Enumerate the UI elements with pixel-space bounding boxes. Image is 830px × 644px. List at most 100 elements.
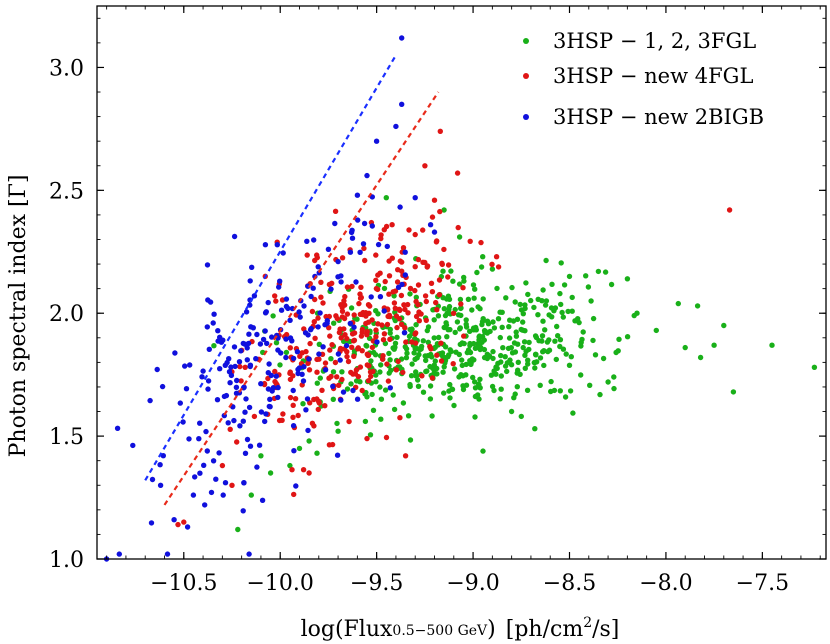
data-point [265, 370, 271, 376]
data-point [386, 312, 393, 318]
data-point [246, 551, 252, 557]
data-point [653, 327, 659, 334]
data-point [429, 375, 436, 381]
data-point [528, 297, 534, 304]
data-point [242, 341, 248, 347]
data-point [221, 393, 228, 400]
data-point [726, 207, 733, 213]
data-point [384, 361, 390, 367]
data-point [392, 340, 399, 346]
data-point [332, 220, 338, 227]
data-point [351, 324, 357, 330]
data-point [472, 379, 478, 385]
data-point [405, 413, 412, 419]
data-point [355, 373, 362, 380]
data-point [377, 369, 383, 375]
data-point [420, 389, 427, 395]
data-point [327, 333, 333, 339]
data-point [364, 172, 370, 179]
data-point [405, 310, 411, 316]
data-point [442, 312, 449, 319]
data-point [306, 367, 313, 373]
data-point [335, 428, 341, 434]
data-point [537, 382, 543, 388]
data-point [387, 357, 393, 363]
x-tick-label: −10.0 [247, 571, 314, 596]
data-point [258, 409, 265, 415]
data-point [364, 394, 370, 400]
data-point [342, 293, 348, 300]
data-point [192, 474, 198, 480]
data-point [468, 361, 474, 368]
data-point [433, 299, 439, 306]
data-point [358, 284, 364, 290]
data-point [595, 268, 602, 275]
data-point [262, 310, 269, 316]
data-point [311, 423, 317, 429]
data-point [386, 291, 392, 297]
data-point [394, 334, 400, 340]
data-point [305, 427, 311, 434]
data-point [205, 378, 212, 384]
data-point [467, 238, 473, 244]
data-point [368, 358, 374, 364]
data-point [515, 359, 521, 365]
data-point [478, 264, 485, 270]
data-point [495, 316, 502, 322]
data-point [374, 286, 381, 293]
data-point [393, 313, 400, 319]
data-point [373, 138, 380, 144]
data-point [373, 327, 379, 333]
data-point [451, 402, 457, 409]
data-point [283, 336, 289, 342]
legend-marker-red [523, 73, 529, 79]
data-point [349, 344, 355, 350]
data-point [346, 418, 352, 425]
data-point [316, 341, 322, 347]
data-point [320, 300, 326, 306]
data-point [236, 359, 243, 365]
data-point [422, 293, 429, 299]
data-point [369, 223, 375, 229]
data-point [457, 326, 463, 332]
data-point [470, 374, 476, 381]
data-point [359, 348, 365, 354]
data-point [290, 414, 296, 420]
data-point [572, 318, 578, 324]
data-point [220, 492, 226, 498]
data-point [262, 242, 269, 248]
data-point [495, 264, 502, 270]
data-point [373, 379, 379, 385]
data-point [438, 340, 444, 346]
data-point [437, 208, 443, 215]
data-point [304, 252, 310, 258]
data-point [295, 370, 301, 377]
data-point [238, 378, 244, 384]
data-point [237, 363, 243, 370]
data-point [401, 330, 408, 336]
data-point [311, 237, 317, 243]
data-point [407, 326, 413, 333]
data-point [514, 384, 520, 390]
data-point [339, 308, 346, 314]
data-point [535, 312, 541, 318]
data-point [305, 360, 311, 366]
data-point [367, 432, 374, 438]
data-point [526, 339, 532, 346]
data-point [229, 482, 235, 488]
data-point [299, 371, 305, 377]
data-point [568, 354, 574, 360]
data-point [213, 476, 219, 482]
data-point [387, 385, 393, 391]
data-point [560, 346, 567, 352]
data-point [353, 378, 360, 384]
data-point [325, 246, 332, 252]
data-point [130, 442, 136, 449]
data-point [431, 317, 437, 323]
data-point [378, 232, 384, 238]
data-point [273, 298, 279, 304]
data-point [283, 296, 290, 302]
y-axis-ticks: 1.0 1.5 2.0 2.5 3.0 [49, 17, 826, 573]
data-point [500, 345, 506, 351]
data-point [424, 263, 431, 269]
